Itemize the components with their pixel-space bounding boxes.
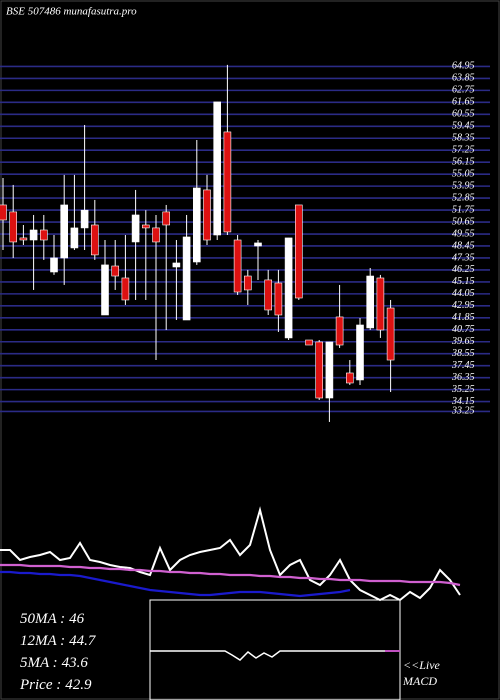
y-tick-label: 39.65: [451, 336, 475, 347]
candle-body: [284, 237, 293, 339]
y-tick-label: 52.85: [452, 192, 475, 203]
y-tick-label: 59.45: [452, 121, 475, 132]
y-tick-label: 57.25: [452, 145, 475, 156]
y-tick-label: 55.05: [452, 168, 475, 179]
candle-body: [203, 189, 211, 241]
y-tick-label: 53.95: [452, 180, 475, 191]
y-tick-label: 38.55: [451, 348, 475, 359]
candle-body: [70, 227, 79, 249]
y-tick-label: 36.35: [451, 372, 475, 383]
y-tick-label: 45.15: [452, 276, 475, 287]
y-tick-label: 37.45: [451, 360, 475, 371]
labels: 64.9563.8562.7561.6560.5559.4558.3557.25…: [19, 61, 475, 694]
candle-body: [294, 204, 303, 299]
candle-body: [111, 265, 119, 277]
candle-body: [223, 131, 232, 233]
candle-body: [345, 372, 354, 384]
candle-body: [50, 257, 58, 273]
y-tick-label: 47.35: [452, 252, 475, 263]
candle-body: [376, 277, 385, 331]
series-line: [0, 570, 351, 598]
stat-value: 43.6: [62, 655, 89, 671]
marks: [0, 64, 395, 422]
y-tick-label: 44.05: [452, 288, 475, 299]
y-tick-label: 61.65: [452, 97, 475, 108]
candle-body: [356, 324, 364, 381]
stat: 12MA :44.7: [20, 633, 97, 649]
candle-body: [9, 211, 17, 243]
y-tick-label: 51.75: [452, 204, 475, 215]
macd-label: MACD: [402, 674, 437, 688]
y-tick-label: 35.25: [451, 384, 475, 395]
stat-label: 12MA :: [20, 633, 65, 649]
stat-label: 50MA :: [20, 611, 65, 627]
candle-body: [39, 229, 48, 241]
candle-body: [274, 282, 283, 316]
y-tick-label: 33.25: [451, 406, 475, 417]
candle-body: [19, 237, 28, 241]
candle-body: [182, 236, 191, 321]
y-tick-label: 58.35: [452, 133, 475, 144]
y-tick-label: 41.85: [452, 312, 475, 323]
y-tick-label: 62.75: [452, 85, 475, 96]
candle-body: [121, 277, 130, 301]
lower-panel: [0, 506, 461, 602]
candle-body: [91, 224, 99, 256]
candle-body: [152, 227, 160, 243]
stat-value: 46: [69, 611, 85, 627]
stat-value: 44.7: [69, 633, 97, 649]
candle-body: [172, 262, 181, 268]
candle-body: [101, 264, 109, 316]
y-tick-label: 64.95: [452, 61, 475, 72]
candle-body: [142, 224, 150, 229]
y-tick-label: 63.85: [452, 73, 475, 84]
candle-body: [305, 339, 313, 346]
candle-body: [254, 242, 262, 247]
candle-body: [315, 341, 324, 399]
candle-body: [213, 101, 221, 236]
candle-body: [60, 204, 69, 259]
candle-body: [0, 204, 7, 221]
candle-body: [264, 279, 273, 311]
candle-body: [131, 214, 140, 243]
candle-body: [29, 229, 38, 241]
y-tick-label: 56.15: [452, 156, 475, 167]
y-tick-label: 50.65: [452, 216, 475, 227]
candle-body: [233, 239, 242, 293]
candle-body: [325, 341, 334, 399]
y-tick-label: 49.55: [452, 228, 475, 239]
candle-body: [335, 316, 344, 346]
candle-body: [80, 209, 89, 229]
live-label: <<Live: [403, 658, 441, 672]
y-tick-label: 40.75: [452, 324, 475, 335]
candle-body: [162, 211, 170, 226]
y-tick-label: 46.25: [452, 264, 475, 275]
chart-title: BSE 507486 munafasutra.pro: [6, 6, 137, 18]
candle-body: [386, 307, 395, 361]
series-line: [0, 563, 461, 587]
stat-label: 5MA :: [20, 655, 58, 671]
y-tick-label: 42.95: [452, 300, 475, 311]
y-tick-label: 60.55: [452, 109, 475, 120]
macd-line: [150, 650, 385, 661]
stat: 5MA :43.6: [20, 655, 88, 671]
stat-value: 42.9: [65, 677, 92, 693]
stat-label: Price :: [19, 677, 61, 693]
y-tick-label: 34.15: [451, 396, 475, 407]
candle-body: [244, 275, 252, 291]
stat: 50MA :46: [20, 611, 85, 627]
candle-body: [366, 275, 375, 329]
stat: Price :42.9: [19, 677, 92, 693]
series-line: [0, 506, 461, 602]
y-tick-label: 48.45: [452, 240, 475, 251]
candle-body: [193, 187, 201, 263]
